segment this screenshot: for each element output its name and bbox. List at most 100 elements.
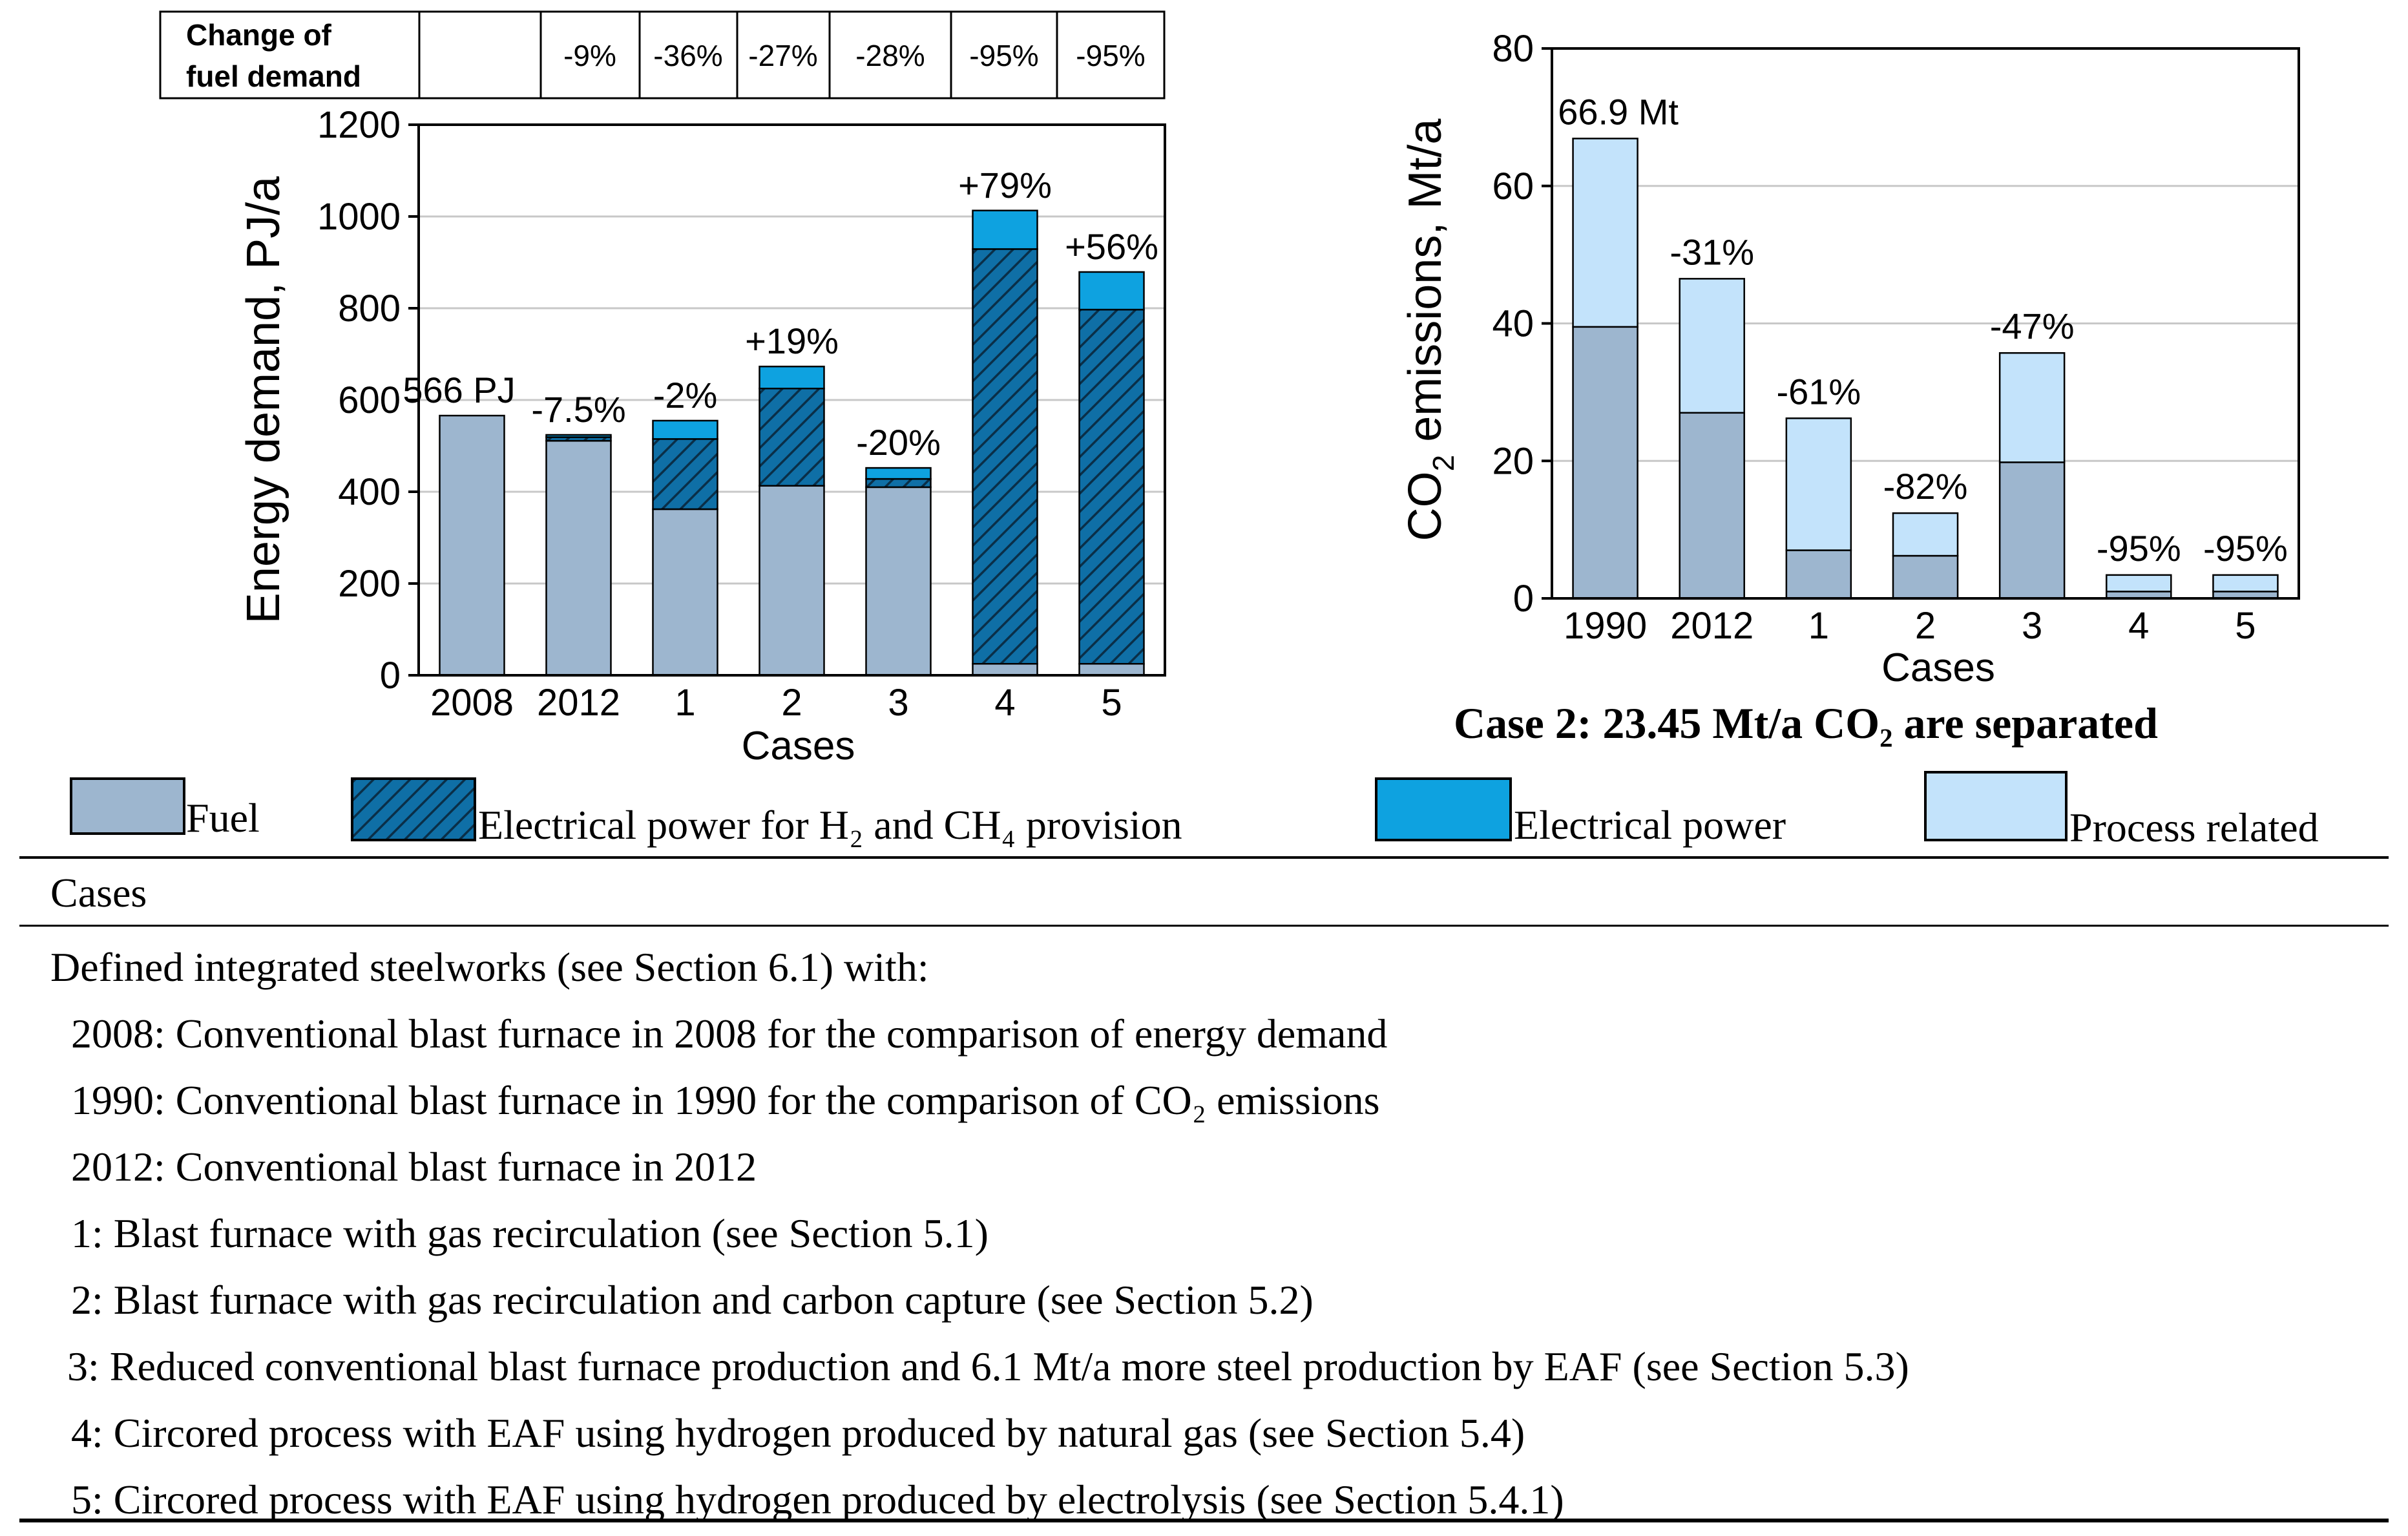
case-row: 2: Blast furnace with gas recirculation … <box>71 1277 1314 1323</box>
x-axis-label: Cases <box>1881 646 1995 690</box>
y-tick-label: 20 <box>1492 440 1534 482</box>
bar-segment <box>759 388 825 487</box>
y-axis-label-sub: 2 <box>1427 455 1460 472</box>
bar-segment <box>1078 308 1145 665</box>
legend-swatch-fuel <box>70 777 185 835</box>
x-tick-label: 4 <box>994 682 1015 724</box>
x-tick-label: 5 <box>2235 605 2256 647</box>
data-label: +19% <box>745 321 839 361</box>
x-tick-label: 3 <box>888 682 908 724</box>
y-axis-label: CO2 emissions, Mt/a <box>1399 118 1460 542</box>
y-axis-label-main: CO <box>1399 471 1451 541</box>
bar-segment <box>1572 138 1638 328</box>
y-tick-label: 60 <box>1492 165 1534 207</box>
bar-segment <box>652 438 718 510</box>
x-tick-label: 5 <box>1101 682 1122 724</box>
bar-segment <box>545 434 612 438</box>
bar-segment <box>439 414 505 677</box>
data-label: -82% <box>1883 466 1968 507</box>
case-row: 1: Blast furnace with gas recirculation … <box>71 1210 989 1256</box>
x-tick-label: 1990 <box>1564 605 1647 647</box>
case-row: 1990: Conventional blast furnace in 1990… <box>71 1077 1380 1123</box>
bar-segment <box>759 485 825 677</box>
legend-swatch-electrical-h2 <box>351 777 476 841</box>
x-tick-label: 2 <box>1915 605 1936 647</box>
bar-segment <box>1572 326 1638 600</box>
y-axis-label: Energy demand, PJ/a <box>238 176 289 624</box>
bar-segment <box>759 365 825 390</box>
data-label: -31% <box>1670 231 1754 272</box>
fuel-change-cell: -28% <box>855 39 925 72</box>
y-tick-label: 1000 <box>317 196 401 238</box>
bar-segment <box>865 478 932 489</box>
legend-label-process: Process related <box>2069 805 2319 850</box>
y-tick-label: 600 <box>338 379 401 421</box>
bar-segment <box>1785 417 1852 551</box>
y-tick-label: 400 <box>338 471 401 513</box>
x-tick-label: 2012 <box>537 682 620 724</box>
x-tick-label: 2012 <box>1670 605 1754 647</box>
y-tick-label: 0 <box>380 655 401 697</box>
bar-segment <box>972 663 1038 677</box>
y-tick-label: 200 <box>338 563 401 605</box>
fuel-table-border <box>159 10 1166 100</box>
fuel-change-cell: -27% <box>748 39 817 72</box>
chart-caption: Case 2: 23.45 Mt/a CO₂ are separated <box>1454 699 2158 748</box>
x-tick-label: 3 <box>2022 605 2042 647</box>
cases-table-header: Cases <box>50 870 147 916</box>
data-label: +56% <box>1065 226 1158 267</box>
bar-segment <box>1679 412 1745 600</box>
x-tick-label: 1 <box>675 682 695 724</box>
data-label: 66.9 Mt <box>1558 91 1679 132</box>
data-label: 566 PJ <box>403 370 515 410</box>
bar-segment <box>1998 461 2066 600</box>
legend: Fuel Electrical power for H₂ and CH₄ pro… <box>70 771 2319 850</box>
bar-segment <box>972 248 1038 665</box>
case-row: 2008: Conventional blast furnace in 2008… <box>71 1011 1388 1057</box>
x-tick-label: 4 <box>2128 605 2149 647</box>
case-row: 5: Circored process with EAF using hydro… <box>71 1477 1564 1522</box>
bar-segment <box>1078 663 1145 677</box>
fuel-change-cell: -95% <box>1076 39 1145 72</box>
bar-segment <box>652 508 718 677</box>
bar-segment <box>1679 278 1745 414</box>
y-tick-label: 40 <box>1492 303 1534 345</box>
cases-table-body: Defined integrated steelworks (see Secti… <box>50 934 1909 1533</box>
case-row: 2012: Conventional blast furnace in 2012 <box>71 1144 757 1190</box>
legend-label-electrical-power: Electrical power <box>1514 802 1786 848</box>
bar-segment <box>972 209 1038 250</box>
data-label: -7.5% <box>531 389 625 430</box>
fuel-change-cell: -95% <box>969 39 1038 72</box>
data-label: -47% <box>1990 306 2075 346</box>
bar-segment <box>1892 512 1959 557</box>
x-axis-label: Cases <box>742 724 855 768</box>
legend-swatch-electrical-power <box>1375 777 1512 841</box>
y-axis-label-rest: emissions, Mt/a <box>1399 118 1451 455</box>
co2-emissions-chart: 1990 66.9 Mt 2012 -31% 1 -61% 2 -82% 3 -47% 4 -95% 5… <box>1399 28 2300 748</box>
bar-segment <box>865 467 932 480</box>
legend-label-fuel: Fuel <box>186 795 260 841</box>
x-tick-label: 2008 <box>430 682 514 724</box>
bar-segment <box>865 486 932 677</box>
case-row: 4: Circored process with EAF using hydro… <box>71 1410 1525 1456</box>
fuel-table-header-line2: fuel demand <box>186 59 361 93</box>
x-tick-label: 2 <box>781 682 802 724</box>
y-tick-label: 800 <box>338 288 401 330</box>
y-tick-label: 80 <box>1492 28 1534 70</box>
y-tick-label: 1200 <box>317 104 401 146</box>
cases-intro: Defined integrated steelworks (see Secti… <box>50 944 929 990</box>
legend-swatch-process <box>1924 771 2068 841</box>
energy-demand-chart: 2008 566 PJ 2012 -7.5% 1 -2% 2 +19% 3 -20% 4 +79% 5 +… <box>238 104 1166 768</box>
bar-segment <box>1998 352 2066 463</box>
bar-segment <box>652 419 718 440</box>
fuel-change-cell: -9% <box>563 39 616 72</box>
bar-segment <box>1078 271 1145 311</box>
fuel-table-header-line1: Change of <box>186 18 332 52</box>
fuel-change-cell: -36% <box>653 39 722 72</box>
data-label: +79% <box>958 165 1052 205</box>
bar-segment <box>545 439 612 677</box>
case-row: 3: Reduced conventional blast furnace pr… <box>67 1343 1909 1389</box>
data-label: -95% <box>2203 528 2288 569</box>
data-label: -95% <box>2097 528 2181 569</box>
